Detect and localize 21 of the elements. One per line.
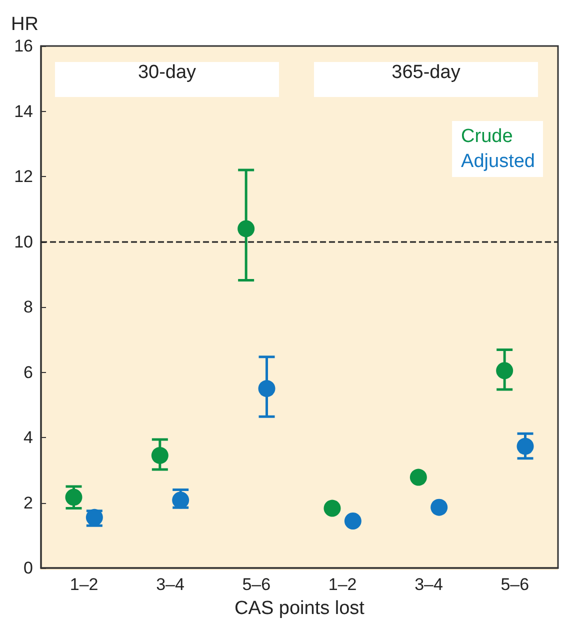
y-tick-label: 6 [24,362,33,382]
panel-header: 30-day [55,62,279,97]
y-tick-label: 2 [24,493,33,512]
y-axis-title: HR [11,14,38,35]
y-tick-label: 10 [14,232,33,252]
y-tick-label: 14 [14,102,33,121]
x-tick-label: 1–2 [328,575,357,594]
x-tick-label: 5–6 [500,575,530,594]
y-tick-label: 12 [14,167,33,186]
y-tick-label: 4 [24,428,33,447]
text: Adjusted [461,151,536,172]
x-tick-label: 3–4 [414,575,443,594]
x-tick-label: 1–2 [70,575,98,594]
panel-header: 365-day [314,62,538,97]
y-tick-label: 0 [24,558,33,578]
y-tick-label: 16 [14,36,33,56]
x-axis-title: CAS points lost [234,598,366,619]
x-tick-label: 3–4 [156,575,184,594]
x-tick-label: 5–6 [242,575,271,594]
text: Crude [461,126,513,147]
y-tick-label: 8 [24,298,33,316]
